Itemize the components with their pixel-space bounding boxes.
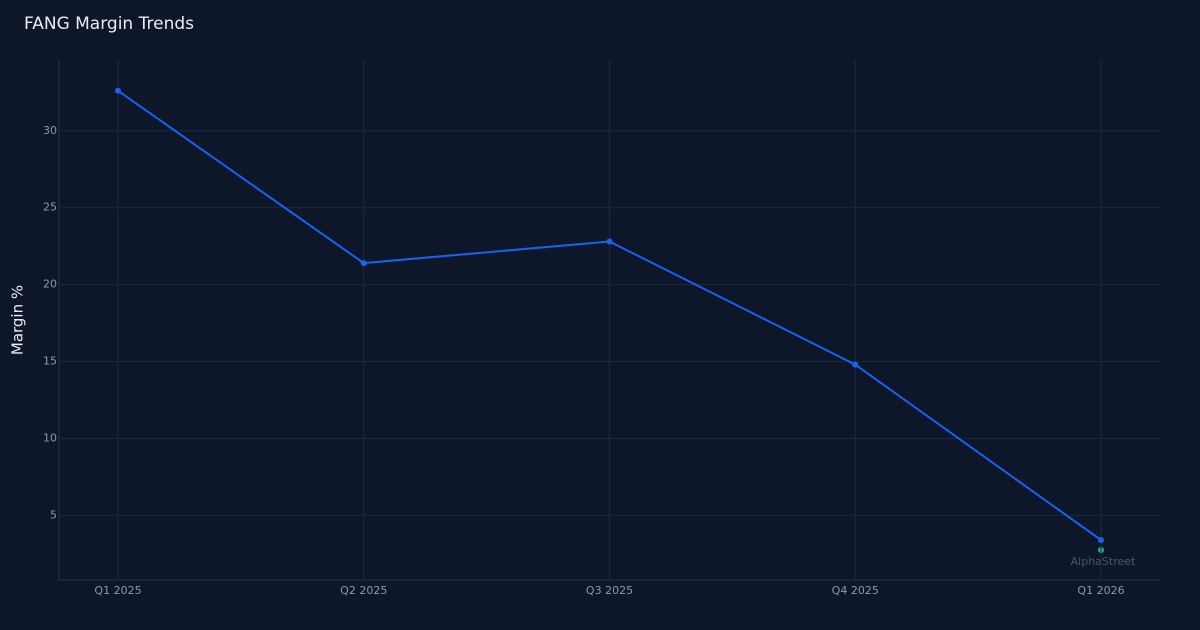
watermark: AlphaStreet [1071,555,1136,568]
y-tick-label: 25 [43,201,57,214]
point [1098,537,1104,543]
chart-title: FANG Margin Trends [24,14,194,34]
x-tick-label: Q1 2026 [1077,584,1124,597]
y-axis-label: Margin % [9,285,27,355]
y-tick-label: 10 [43,431,57,444]
point [360,260,367,267]
point [606,238,613,245]
y-tick-label: 30 [43,124,57,137]
x-tick-label: Q1 2025 [94,584,141,597]
x-tick-label: Q4 2025 [832,584,879,597]
y-tick-label: 20 [43,278,57,291]
point [852,361,859,368]
x-tick-label: Q3 2025 [586,584,633,597]
x-tick-label: Q2 2025 [340,584,387,597]
point [115,87,121,94]
y-tick-label: 5 [50,508,57,521]
y-tick-label: 15 [43,355,57,368]
